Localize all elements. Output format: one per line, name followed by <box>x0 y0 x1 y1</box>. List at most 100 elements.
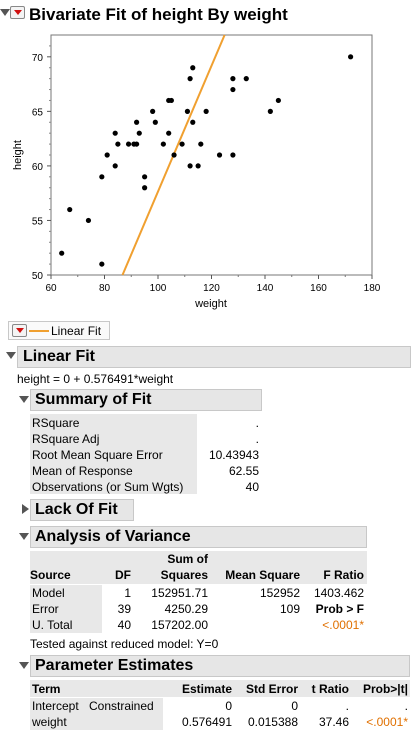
y-tick-label: 60 <box>32 162 44 173</box>
data-point <box>104 152 110 158</box>
legend-line-swatch <box>29 330 49 332</box>
anova-col-source: Source <box>30 568 71 582</box>
anova-cell-source: Model <box>32 586 65 600</box>
data-point <box>190 65 196 71</box>
data-point <box>85 217 92 224</box>
linear-fit-header[interactable] <box>17 346 411 368</box>
data-point <box>134 119 140 125</box>
param-cell-se: 0 <box>291 699 298 713</box>
summary-label-column <box>30 414 197 494</box>
param-cell-se: 0.015388 <box>247 715 298 729</box>
summary-title: Summary of Fit <box>35 391 152 408</box>
param-cell-p: . <box>404 699 408 713</box>
data-point <box>59 250 65 256</box>
summary-row-value: 10.43943 <box>208 448 259 462</box>
y-axis-label: height <box>12 140 24 170</box>
summary-row-value: . <box>255 432 259 446</box>
data-point <box>187 76 193 82</box>
collapse-triangle-icon[interactable] <box>6 352 16 359</box>
summary-header[interactable] <box>30 389 262 411</box>
collapse-triangle-icon[interactable] <box>19 533 29 540</box>
data-point <box>275 97 281 104</box>
data-point <box>166 130 172 136</box>
params-header[interactable] <box>30 655 410 677</box>
legend-box <box>8 321 110 340</box>
anova-col-ms: Mean Square <box>225 568 300 582</box>
lack-of-fit-header[interactable] <box>30 499 134 521</box>
anova-col-df: DF <box>115 568 131 582</box>
param-cell-estimate: 0 <box>225 699 232 713</box>
data-point <box>134 141 140 147</box>
data-point <box>230 86 236 93</box>
data-point <box>198 141 204 147</box>
params-title: Parameter Estimates <box>35 657 194 674</box>
collapse-triangle-icon[interactable] <box>0 9 10 16</box>
params-term-column <box>30 698 163 730</box>
data-point <box>190 119 196 125</box>
data-point <box>67 206 73 213</box>
y-tick-label: 70 <box>32 53 44 64</box>
data-point <box>142 174 148 180</box>
data-point <box>125 141 132 147</box>
anova-cell-ss: 157202.00 <box>151 618 208 632</box>
anova-cell-ms: 109 <box>279 602 300 616</box>
params-col-p: Prob>|t| <box>362 682 408 696</box>
data-point <box>348 54 354 60</box>
anova-col-ss-top: Sum of <box>167 552 208 566</box>
param-cell-estimate: 0.576491 <box>181 715 232 729</box>
y-tick-label: 55 <box>32 216 44 227</box>
summary-row-value: 40 <box>245 480 259 494</box>
red-triangle-menu-icon[interactable] <box>10 6 25 19</box>
anova-header[interactable] <box>30 526 367 548</box>
legend-menu-icon[interactable] <box>12 324 27 337</box>
data-point <box>112 130 118 136</box>
data-point <box>243 76 249 82</box>
data-point <box>142 185 148 191</box>
anova-title: Analysis of Variance <box>35 528 191 545</box>
summary-row-label: RSquare <box>32 416 80 430</box>
data-point <box>230 76 236 82</box>
param-cell-term: weight <box>32 715 67 729</box>
summary-row-label: Root Mean Square Error <box>32 448 163 462</box>
plot-frame <box>50 34 373 276</box>
x-tick-label: 80 <box>99 283 111 294</box>
anova-cell-f: <.0001* <box>322 618 364 632</box>
report-title: Bivariate Fit of height By weight <box>29 5 288 24</box>
params-col-estimate: Estimate <box>181 682 232 696</box>
data-point <box>203 108 209 114</box>
expand-triangle-icon[interactable] <box>22 504 29 514</box>
data-point <box>184 108 191 114</box>
x-axis-label: weight <box>194 298 227 310</box>
params-col-t: t Ratio <box>311 682 349 696</box>
param-cell-p: <.0001* <box>366 715 408 729</box>
y-tick-label: 50 <box>32 271 44 282</box>
x-tick-label: 100 <box>150 283 167 294</box>
anova-note: Tested against reduced model: Y=0 <box>30 637 219 651</box>
anova-cell-source: Error <box>32 602 59 616</box>
scatter-chart: 60 80 100 120 140 160 180 50 55 60 65 70 weight he… <box>12 34 381 310</box>
x-tick-label: 140 <box>257 283 274 294</box>
data-point <box>160 141 166 147</box>
anova-cell-df: 1 <box>124 586 131 600</box>
summary-row-label: Mean of Response <box>32 464 133 478</box>
param-cell-note: Constrained <box>89 699 154 713</box>
anova-cell-ms: 152952 <box>259 586 300 600</box>
legend-label: Linear Fit <box>51 324 102 338</box>
anova-cell-f: Prob > F <box>315 602 364 616</box>
data-point <box>216 152 223 158</box>
param-cell-t: . <box>345 699 349 713</box>
data-point <box>150 108 156 114</box>
anova-cell-df: 40 <box>117 618 131 632</box>
data-point <box>187 163 193 169</box>
collapse-triangle-icon[interactable] <box>19 662 29 669</box>
anova-cell-source: U. Total <box>32 618 73 632</box>
collapse-triangle-icon[interactable] <box>19 396 29 403</box>
data-point <box>152 119 158 125</box>
data-point <box>179 141 185 147</box>
summary-row-label: RSquare Adj <box>32 432 100 446</box>
anova-col-f: F Ratio <box>323 568 364 582</box>
lack-of-fit-title: Lack Of Fit <box>35 501 118 518</box>
anova-table-header <box>30 551 367 584</box>
data-point <box>171 152 177 158</box>
anova-cell-ss: 152951.71 <box>151 586 208 600</box>
